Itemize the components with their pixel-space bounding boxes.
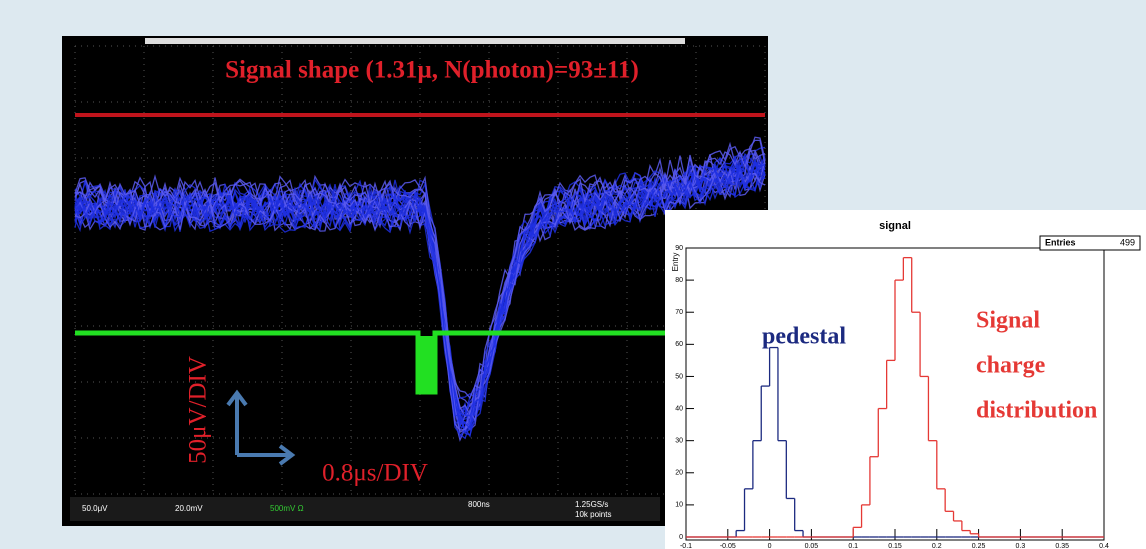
histogram-panel	[665, 210, 1146, 549]
x-tick-label: 0.4	[1099, 543, 1109, 549]
y-tick-label: 70	[675, 309, 683, 316]
y-tick-label: 0	[679, 534, 683, 541]
scope-title: Signal shape (1.31μ, N(photon)=93±11)	[225, 57, 639, 84]
y-axis-label: Entry	[671, 253, 680, 272]
vertical-scale: 50μV/DIV	[185, 356, 212, 464]
horizontal-scale: 0.8μs/DIV	[322, 460, 428, 487]
y-tick-label: 30	[675, 438, 683, 445]
y-tick-label: 50	[675, 373, 683, 380]
status-text: 50.0μV	[82, 504, 108, 513]
status-text: 10k points	[575, 510, 611, 519]
signal-label: charge	[976, 353, 1046, 379]
x-tick-label: 0.1	[848, 543, 858, 549]
x-tick-label: -0.1	[680, 543, 692, 549]
scope-top-bar	[145, 38, 685, 44]
y-tick-label: 20	[675, 470, 683, 477]
x-tick-label: -0.05	[720, 543, 736, 549]
y-tick-label: 60	[675, 341, 683, 348]
y-tick-label: 80	[675, 277, 683, 284]
status-text: 1.25GS/s	[575, 500, 608, 509]
x-tick-label: 0.2	[932, 543, 942, 549]
status-text: 500mV Ω	[270, 504, 304, 513]
hist-title: signal	[879, 220, 911, 232]
status-text: 800ns	[468, 500, 490, 509]
x-tick-label: 0.25	[972, 543, 986, 549]
slide: Signal shape (1.31μ, N(photon)=93±11) 50…	[0, 0, 1146, 549]
pedestal-label: pedestal	[762, 324, 846, 350]
x-tick-label: 0.05	[805, 543, 819, 549]
y-tick-label: 10	[675, 502, 683, 509]
stats-label: Entries	[1045, 237, 1076, 247]
scope-frame	[62, 36, 768, 526]
status-bar	[70, 497, 660, 521]
signal-label: distribution	[976, 398, 1097, 424]
stats-value: 499	[1120, 237, 1135, 247]
signal-label: Signal	[976, 308, 1040, 334]
green-pulse	[420, 336, 434, 392]
y-tick-label: 90	[675, 245, 683, 252]
x-tick-label: 0.3	[1016, 543, 1026, 549]
y-tick-label: 40	[675, 405, 683, 412]
status-text: 20.0mV	[175, 504, 203, 513]
x-tick-label: 0.35	[1055, 543, 1069, 549]
x-tick-label: 0.15	[888, 543, 902, 549]
x-tick-label: 0	[768, 543, 772, 549]
